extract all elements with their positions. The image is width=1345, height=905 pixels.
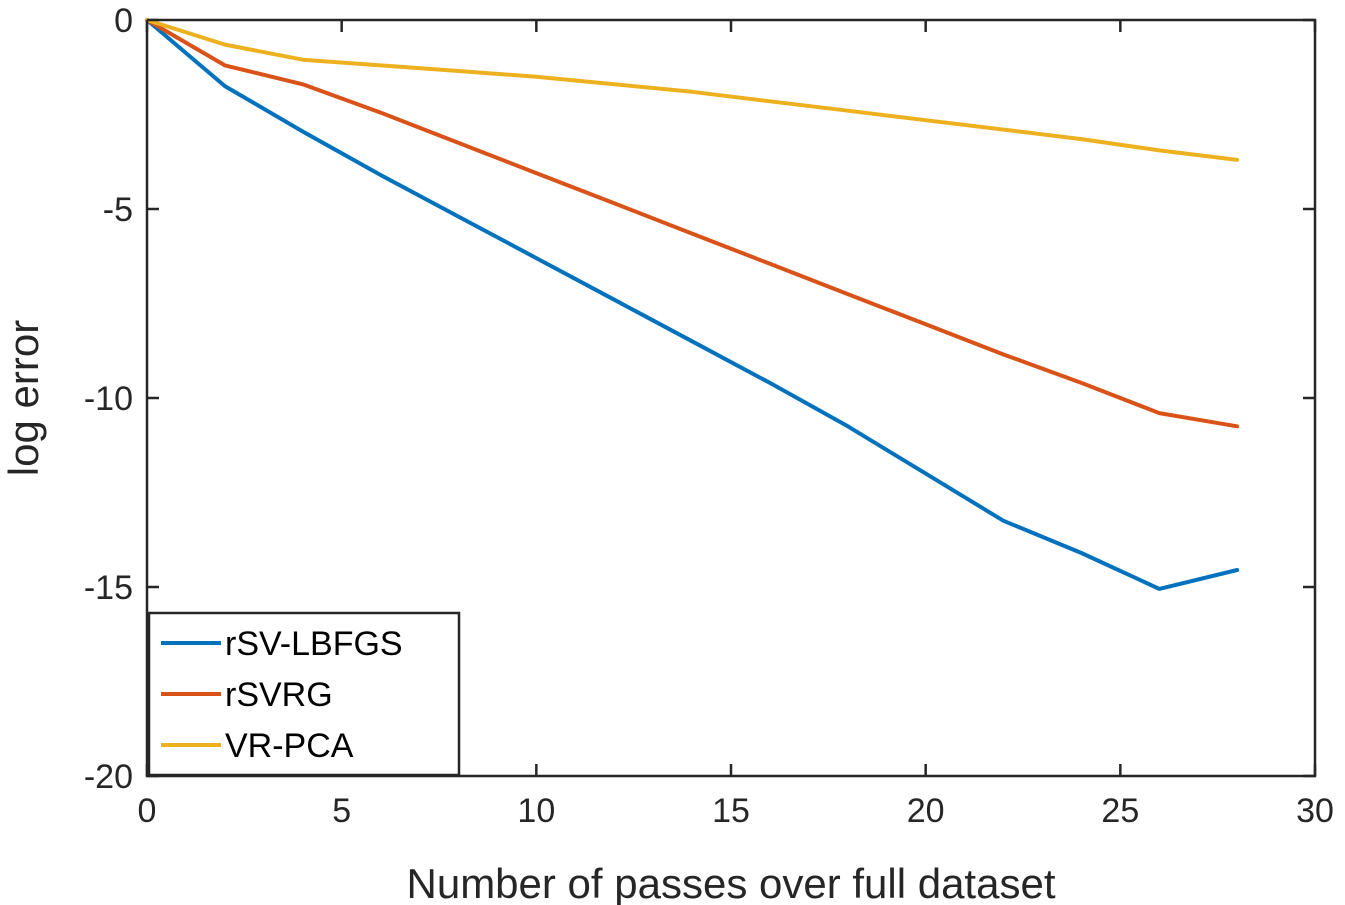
legend-label: rSVRG bbox=[225, 676, 333, 714]
x-tick-label: 5 bbox=[332, 792, 351, 830]
x-tick-label: 30 bbox=[1296, 792, 1334, 830]
x-tick-label: 15 bbox=[712, 792, 750, 830]
x-tick-label: 20 bbox=[907, 792, 945, 830]
series-line-rsvrg bbox=[145, 18, 1240, 429]
x-tick-label: 10 bbox=[517, 792, 555, 830]
y-tick-label: -20 bbox=[84, 758, 133, 796]
series-line-rsv-lbfgs bbox=[145, 18, 1240, 591]
y-tick-label: -5 bbox=[103, 191, 133, 229]
y-tick-label: -10 bbox=[84, 380, 133, 418]
y-tick-label: -15 bbox=[84, 569, 133, 607]
y-axis-label: log error bbox=[0, 320, 47, 476]
legend-label: rSV-LBFGS bbox=[225, 625, 403, 663]
series-line-vr-pca bbox=[145, 18, 1240, 162]
series-layer bbox=[145, 18, 1240, 591]
x-tick-label: 0 bbox=[138, 792, 157, 830]
x-axis-label: Number of passes over full dataset bbox=[407, 860, 1056, 905]
tick-layer: 0 5 10 15 20 25 30 0 -5 -10 -15 -20 bbox=[84, 2, 1334, 830]
legend: rSV-LBFGS rSVRG VR-PCA bbox=[147, 611, 461, 777]
x-tick-label: 25 bbox=[1101, 792, 1139, 830]
y-tick-label: 0 bbox=[114, 2, 133, 40]
legend-label: VR-PCA bbox=[225, 727, 354, 765]
